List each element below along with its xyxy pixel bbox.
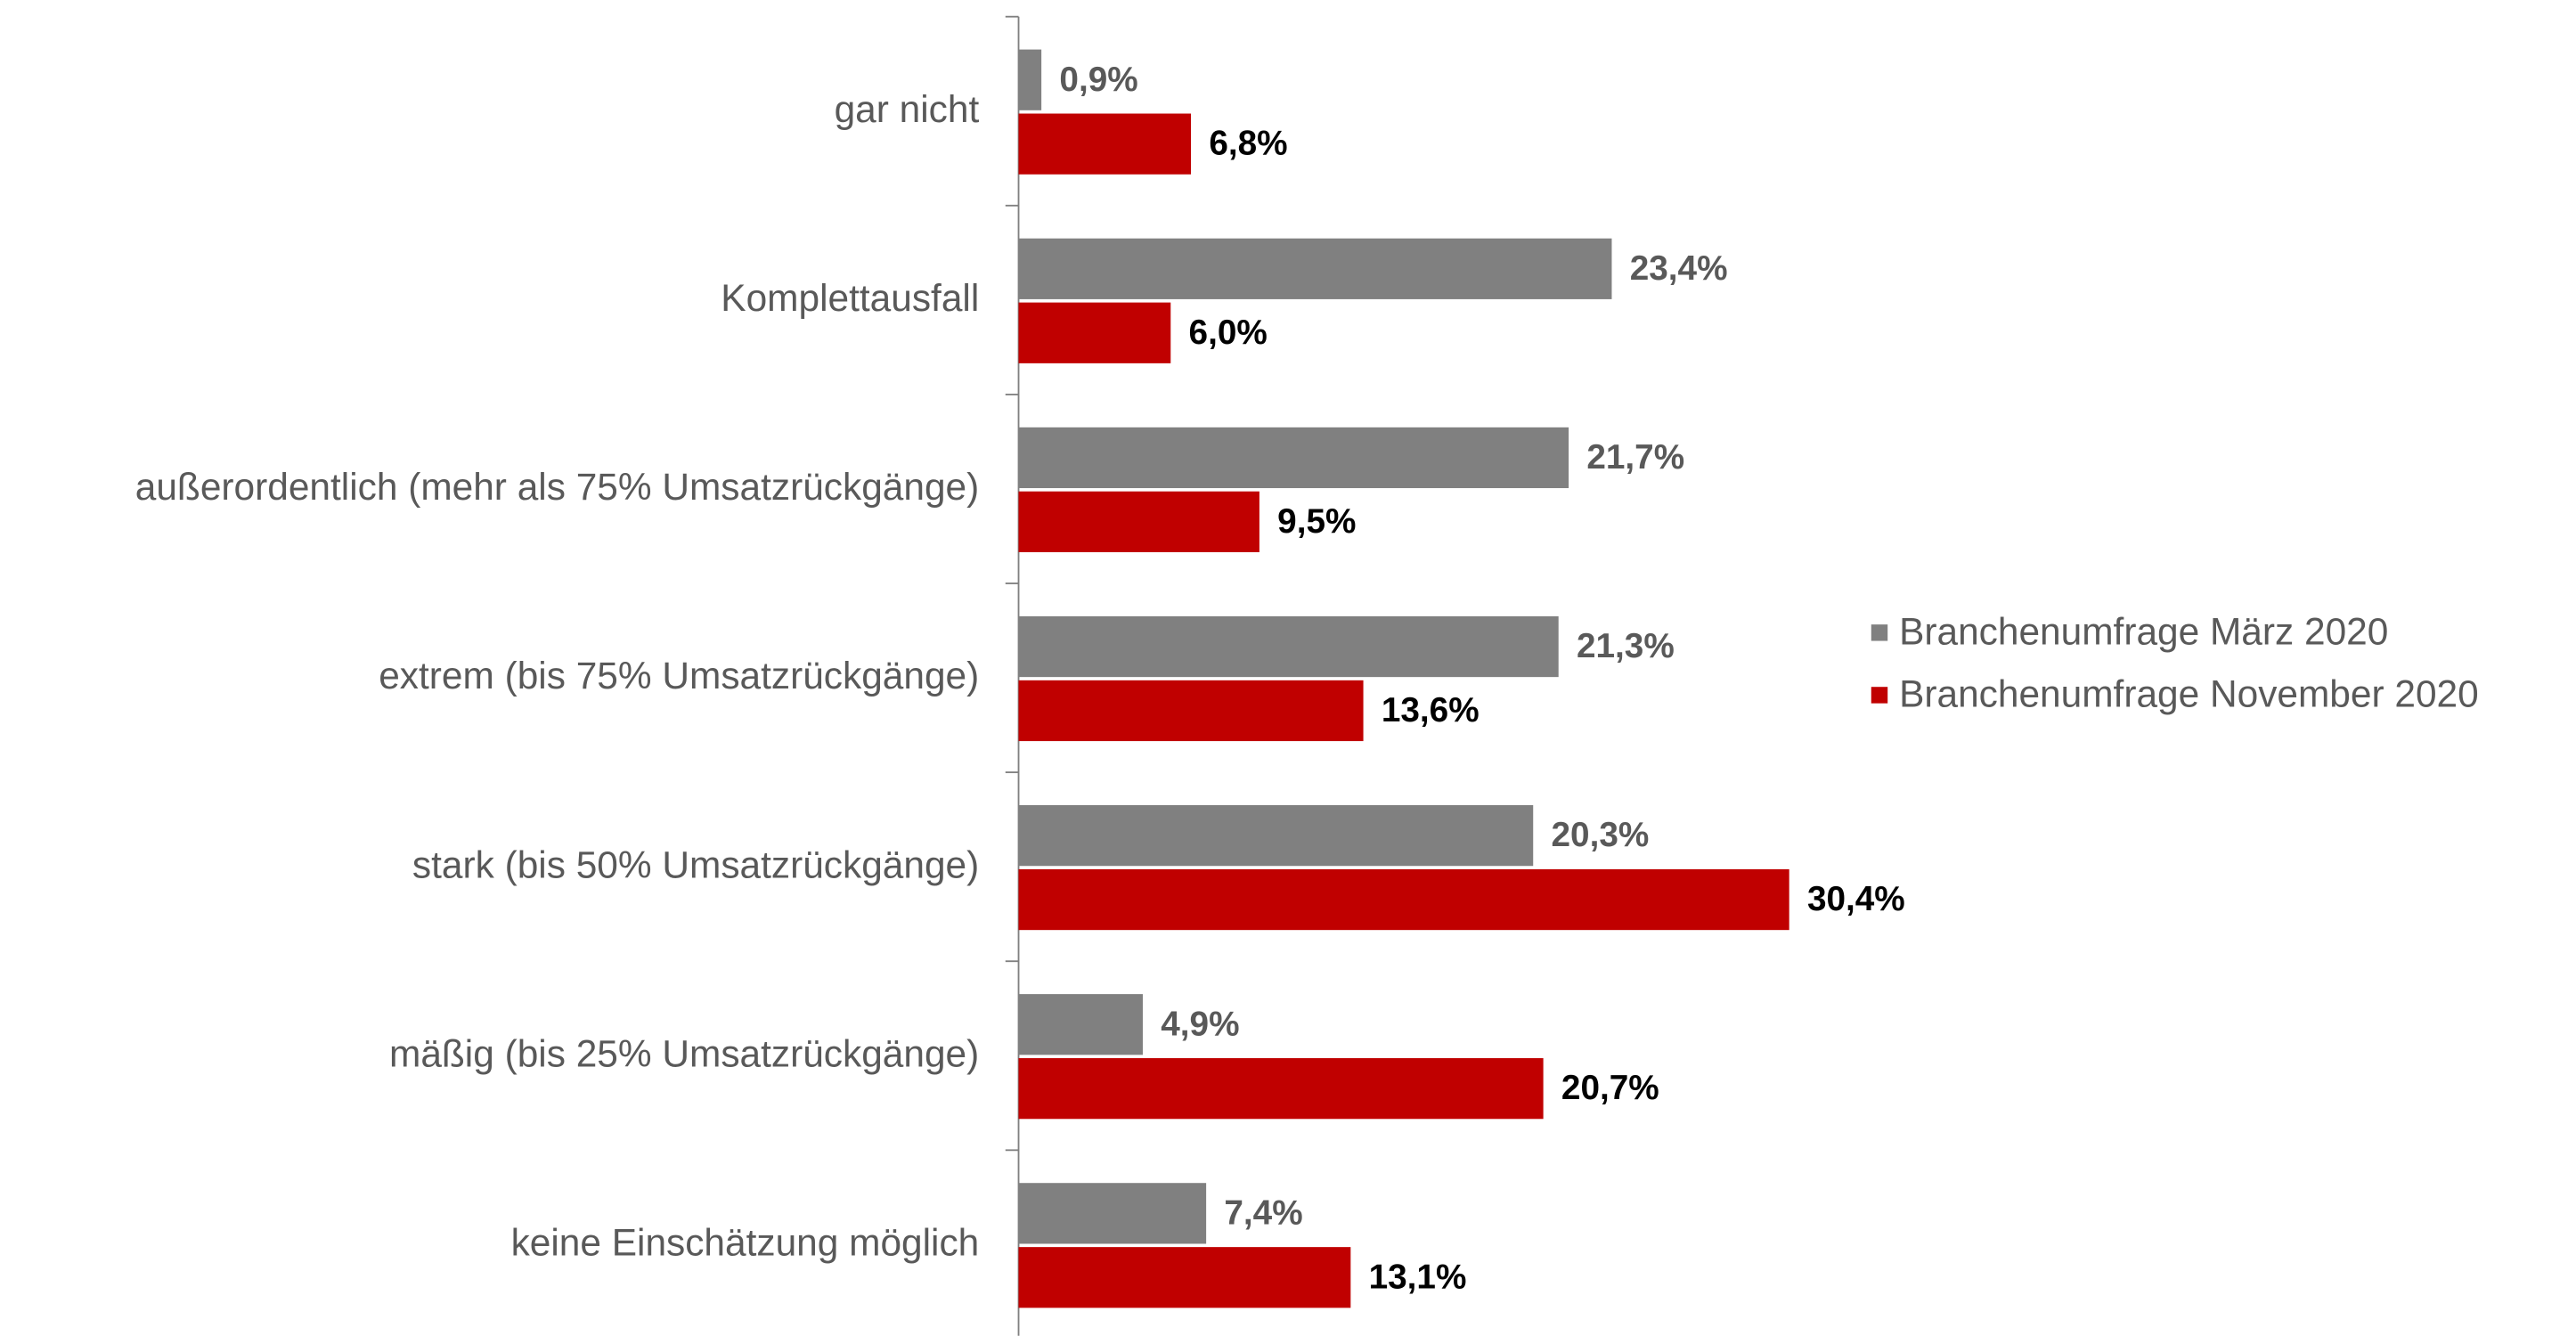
legend-swatch [1871, 624, 1888, 641]
value-label: 21,7% [1586, 438, 1684, 477]
value-label: 23,4% [1630, 249, 1728, 288]
legend-label: Branchenumfrage März 2020 [1899, 610, 2388, 652]
category-label: extrem (bis 75% Umsatzrückgänge) [379, 655, 979, 697]
bar [1018, 994, 1143, 1055]
value-label: 30,4% [1807, 880, 1905, 918]
value-label: 6,0% [1189, 314, 1268, 352]
category-label: Komplettausfall [721, 277, 979, 319]
bar [1018, 805, 1534, 867]
bar [1018, 238, 1612, 299]
value-label: 20,3% [1552, 816, 1650, 854]
value-label: 0,9% [1059, 61, 1137, 99]
value-label: 4,9% [1161, 1005, 1239, 1043]
category-label: mäßig (bis 25% Umsatzrückgänge) [389, 1032, 979, 1074]
value-label: 20,7% [1561, 1069, 1659, 1107]
bar [1018, 1183, 1207, 1244]
bar [1018, 868, 1789, 931]
legend-label: Branchenumfrage November 2020 [1899, 672, 2479, 714]
bar [1018, 1058, 1544, 1120]
bar [1018, 680, 1364, 742]
value-label: 13,6% [1382, 691, 1480, 729]
bar [1018, 427, 1569, 489]
legend-swatch [1871, 687, 1888, 704]
value-label: 6,8% [1209, 125, 1287, 163]
category-label: außerordentlich (mehr als 75% Umsatzrück… [135, 466, 979, 508]
category-label: gar nicht [835, 88, 980, 130]
bar [1018, 49, 1042, 110]
bar [1018, 113, 1192, 175]
value-label: 9,5% [1277, 502, 1356, 541]
category-label: keine Einschätzung möglich [511, 1222, 980, 1264]
category-label: stark (bis 50% Umsatzrückgänge) [412, 843, 979, 885]
value-label: 7,4% [1224, 1193, 1302, 1232]
bar [1018, 1247, 1351, 1308]
bar [1018, 615, 1559, 678]
bar [1018, 491, 1259, 552]
value-label: 21,3% [1577, 627, 1675, 665]
bar [1018, 302, 1171, 363]
value-label: 13,1% [1369, 1258, 1467, 1296]
